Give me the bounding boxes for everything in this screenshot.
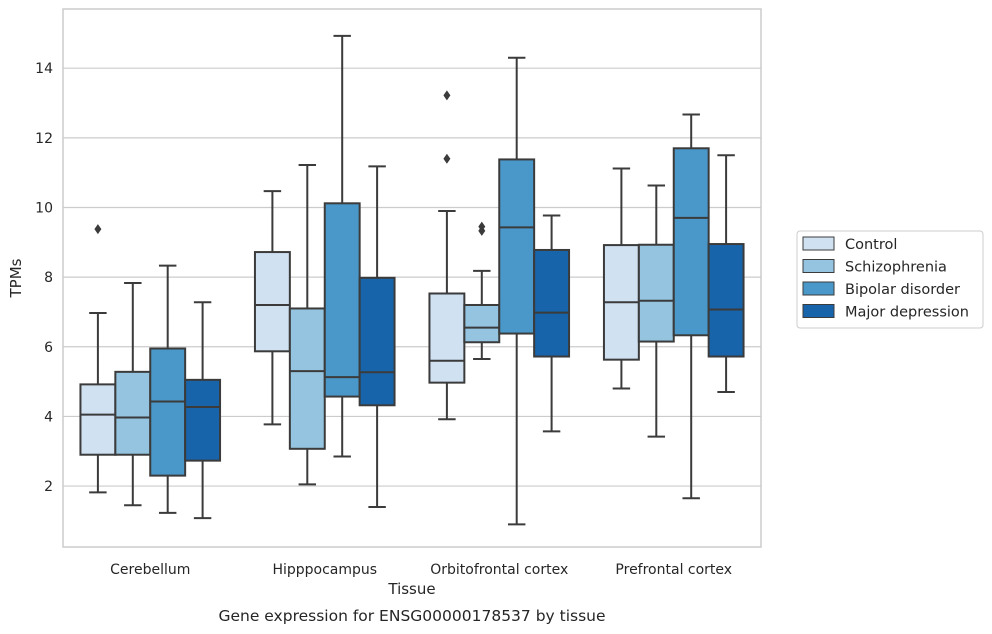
x-tick-labels: Cerebellum Hipppocampus Orbitofrontal cort… xyxy=(110,562,732,578)
legend-swatch xyxy=(802,281,835,296)
box-bipolar-disorder xyxy=(323,34,361,458)
iqr-box xyxy=(149,347,187,477)
legend-label: Schizophrenia xyxy=(845,260,947,276)
box-schizophrenia xyxy=(463,221,501,360)
box-bipolar-disorder xyxy=(498,56,536,526)
x-tick-label: Hipppocampus xyxy=(272,562,377,578)
chart-caption: Gene expression for ENSG00000178537 by t… xyxy=(218,607,605,625)
outlier-point xyxy=(94,224,102,235)
iqr-box xyxy=(358,276,396,407)
iqr-box xyxy=(498,158,536,335)
legend: Control Schizophrenia Bipolar disorder Majo… xyxy=(796,230,984,329)
legend-swatch xyxy=(802,236,835,251)
legend-label: Major depression xyxy=(845,305,969,321)
outlier-point xyxy=(478,221,486,232)
y-tick-label: 2 xyxy=(44,479,53,495)
x-tick-label: Cerebellum xyxy=(110,562,190,578)
y-tick-label: 14 xyxy=(35,61,53,77)
box-control xyxy=(253,190,291,426)
y-tick-label: 8 xyxy=(44,270,53,286)
box-major-depression xyxy=(358,165,396,508)
legend-frame xyxy=(796,230,984,329)
box-schizophrenia xyxy=(288,164,326,486)
iqr-box xyxy=(184,378,222,462)
iqr-box xyxy=(533,248,571,358)
outlier-point xyxy=(443,153,451,164)
iqr-box xyxy=(463,303,501,344)
legend-label: Bipolar disorder xyxy=(845,282,960,298)
legend-swatch xyxy=(802,259,835,273)
iqr-box xyxy=(672,147,710,337)
y-tick-labels: 2 4 6 8 10 12 14 xyxy=(35,61,53,495)
y-tick-label: 6 xyxy=(44,340,53,356)
box-bipolar-disorder xyxy=(672,113,710,500)
legend-label: Control xyxy=(845,237,897,253)
iqr-box xyxy=(253,251,291,353)
box-major-depression xyxy=(707,154,745,394)
outlier-point xyxy=(443,90,451,101)
iqr-box xyxy=(323,202,361,398)
x-tick-label: Prefrontal cortex xyxy=(615,562,732,578)
y-tick-label: 4 xyxy=(44,409,53,425)
y-axis-title: TPMs xyxy=(7,258,25,298)
iqr-box xyxy=(288,307,326,450)
iqr-box xyxy=(428,292,466,384)
legend-swatch xyxy=(802,304,835,318)
box-series xyxy=(79,34,745,526)
plot-frame xyxy=(62,8,762,548)
iqr-box xyxy=(707,243,745,358)
y-tick-label: 12 xyxy=(35,131,53,147)
box-major-depression xyxy=(533,214,571,433)
x-axis-title: Tissue xyxy=(387,580,435,598)
iqr-box xyxy=(114,370,152,456)
box-major-depression xyxy=(184,301,222,520)
x-tick-label: Orbitofrontal cortex xyxy=(430,562,568,578)
y-tick-label: 10 xyxy=(35,200,53,216)
iqr-box xyxy=(637,243,675,343)
box-schizophrenia xyxy=(637,184,675,438)
iqr-box xyxy=(79,383,117,456)
box-schizophrenia xyxy=(114,282,152,507)
